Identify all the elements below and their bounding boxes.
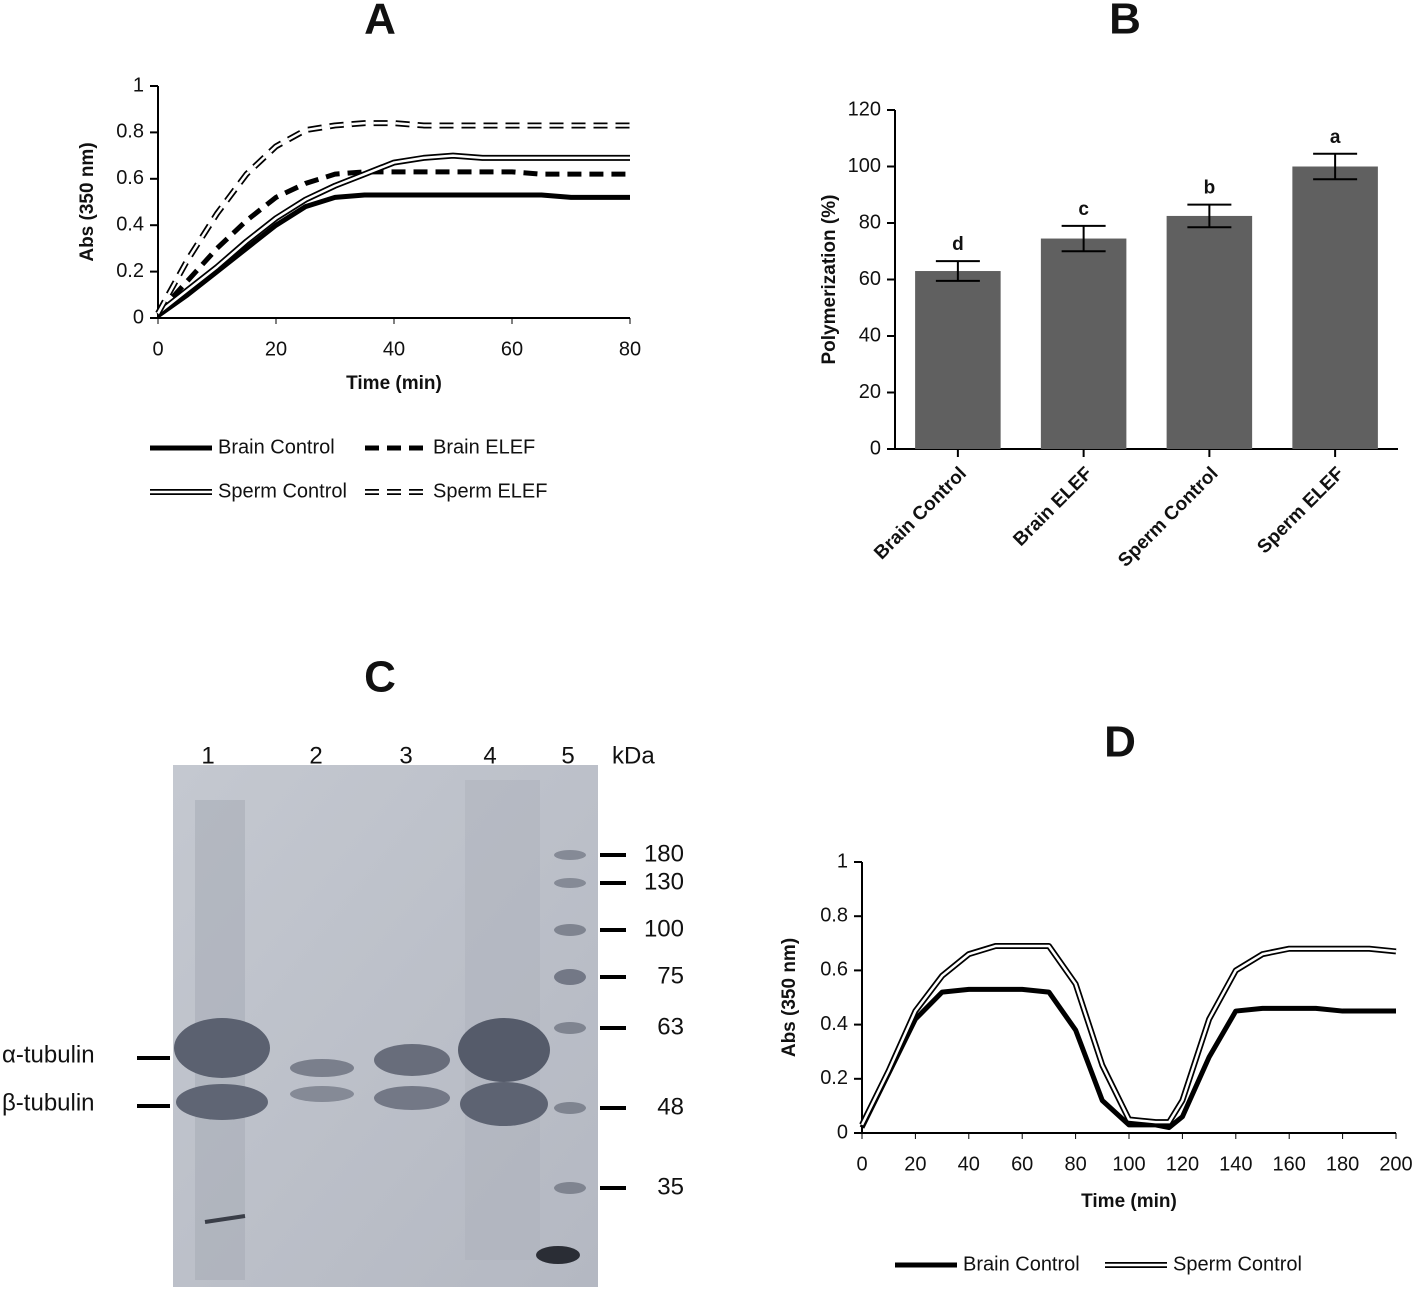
legend-label: Sperm Control bbox=[1173, 1253, 1302, 1275]
marker-label: 180 bbox=[644, 840, 684, 867]
y-tick-label: 100 bbox=[848, 155, 881, 177]
lane-label: 1 bbox=[201, 742, 214, 769]
gel-image bbox=[173, 765, 598, 1287]
x-tick-label: Sperm ELEF bbox=[1253, 463, 1348, 558]
x-tick-label: 40 bbox=[383, 338, 405, 360]
line bbox=[859, 943, 1397, 1127]
x-tick-label: 20 bbox=[904, 1153, 926, 1175]
marker-label: 63 bbox=[657, 1013, 684, 1040]
bar bbox=[915, 271, 1001, 449]
y-tick-label: 0.2 bbox=[820, 1067, 848, 1089]
annotation: a bbox=[1330, 127, 1341, 148]
annotation: d bbox=[952, 234, 964, 255]
bar bbox=[1166, 215, 1253, 449]
y-tick-label: 0.6 bbox=[116, 167, 144, 189]
annotation: b bbox=[1204, 178, 1216, 199]
x-tick-label: 0 bbox=[152, 338, 163, 360]
x-tick-label: 160 bbox=[1273, 1153, 1306, 1175]
line bbox=[155, 120, 630, 315]
band-label: α-tubulin bbox=[2, 1041, 95, 1068]
y-tick-label: 1 bbox=[133, 74, 144, 96]
panel-title: A bbox=[364, 0, 396, 44]
y-tick-label: 1 bbox=[837, 850, 848, 872]
x-tick-label: 140 bbox=[1219, 1153, 1252, 1175]
y-axis-label: Abs (350 nm) bbox=[77, 142, 98, 261]
unit-label: kDa bbox=[612, 742, 655, 769]
x-tick-label: Brain Control bbox=[870, 463, 971, 564]
band-label: β-tubulin bbox=[2, 1089, 95, 1116]
legend-label: Brain Control bbox=[218, 436, 335, 458]
line bbox=[156, 169, 630, 316]
y-tick-label: 0.6 bbox=[820, 959, 848, 981]
marker-label: 130 bbox=[644, 868, 684, 895]
y-tick-label: 80 bbox=[859, 211, 881, 233]
y-tick-label: 20 bbox=[859, 381, 881, 403]
marker-label: 35 bbox=[657, 1173, 684, 1200]
x-axis-label: Time (min) bbox=[1081, 1191, 1177, 1212]
marker-label: 48 bbox=[657, 1093, 684, 1120]
lane-label: 3 bbox=[399, 742, 412, 769]
x-tick-label: 80 bbox=[1064, 1153, 1086, 1175]
y-tick-label: 0 bbox=[133, 306, 144, 328]
x-tick-label: 0 bbox=[856, 1153, 867, 1175]
lane-label: 2 bbox=[309, 742, 322, 769]
legend-label: Sperm ELEF bbox=[433, 480, 547, 502]
x-tick-label: 120 bbox=[1166, 1153, 1199, 1175]
y-tick-label: 0 bbox=[870, 437, 881, 459]
legend-label: Brain Control bbox=[963, 1253, 1080, 1275]
x-tick-label: 200 bbox=[1379, 1153, 1412, 1175]
y-tick-label: 0.8 bbox=[116, 121, 144, 143]
x-tick-label: 60 bbox=[501, 338, 523, 360]
y-tick-label: 40 bbox=[859, 324, 881, 346]
line-inner bbox=[156, 121, 630, 314]
marker-label: 75 bbox=[657, 962, 684, 989]
lane-label: 4 bbox=[483, 742, 496, 769]
x-tick-label: 100 bbox=[1112, 1153, 1145, 1175]
bar bbox=[1040, 238, 1127, 449]
x-tick-label: 20 bbox=[265, 338, 287, 360]
line bbox=[156, 152, 630, 316]
y-tick-label: 120 bbox=[848, 98, 881, 120]
x-tick-label: 180 bbox=[1326, 1153, 1359, 1175]
line-inner bbox=[860, 944, 1397, 1126]
panel-title: C bbox=[364, 653, 396, 702]
line bbox=[859, 986, 1396, 1131]
y-tick-label: 60 bbox=[859, 268, 881, 290]
panel-title: B bbox=[1109, 0, 1141, 44]
x-axis-label: Time (min) bbox=[346, 373, 442, 394]
y-tick-label: 0.8 bbox=[820, 904, 848, 926]
y-tick-label: 0.2 bbox=[116, 260, 144, 282]
y-axis-label: Abs (350 nm) bbox=[779, 938, 800, 1057]
marker-label: 100 bbox=[644, 915, 684, 942]
line bbox=[156, 192, 630, 318]
legend-label: Sperm Control bbox=[218, 480, 347, 502]
line-inner bbox=[157, 154, 630, 315]
y-tick-label: 0.4 bbox=[116, 213, 144, 235]
legend-label: Brain ELEF bbox=[433, 436, 535, 458]
x-tick-label: 60 bbox=[1011, 1153, 1033, 1175]
x-tick-label: Brain ELEF bbox=[1009, 463, 1096, 550]
lane-label: 5 bbox=[561, 742, 574, 769]
x-tick-label: Sperm Control bbox=[1114, 463, 1222, 571]
y-tick-label: 0.4 bbox=[820, 1013, 848, 1035]
panel-title: D bbox=[1104, 718, 1136, 767]
annotation: c bbox=[1078, 199, 1089, 220]
y-axis-label: Polymerization (%) bbox=[819, 195, 840, 365]
bar bbox=[1292, 166, 1378, 449]
x-tick-label: 40 bbox=[958, 1153, 980, 1175]
x-tick-label: 80 bbox=[619, 338, 641, 360]
y-tick-label: 0 bbox=[837, 1121, 848, 1143]
